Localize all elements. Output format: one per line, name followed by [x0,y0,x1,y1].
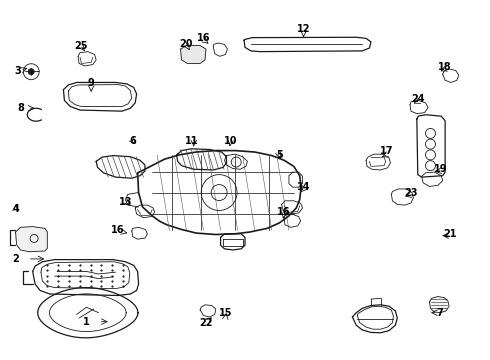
Circle shape [28,69,34,75]
Text: 6: 6 [129,136,136,145]
Text: 17: 17 [380,146,393,156]
Polygon shape [430,297,449,313]
Text: 18: 18 [439,62,452,72]
Text: 21: 21 [443,229,457,239]
Text: 20: 20 [180,39,193,49]
Text: 23: 23 [404,188,417,198]
Text: 1: 1 [83,317,90,327]
Text: 12: 12 [297,24,310,35]
Text: 16: 16 [111,225,125,235]
Text: 15: 15 [219,308,232,318]
Text: 7: 7 [437,308,443,318]
Polygon shape [16,226,48,252]
Text: 13: 13 [119,197,132,207]
Text: 22: 22 [199,319,213,328]
Text: 4: 4 [12,204,19,214]
Text: 16: 16 [197,33,210,43]
Text: 24: 24 [412,94,425,104]
Text: 5: 5 [276,150,283,160]
Text: 25: 25 [75,41,88,50]
Text: 11: 11 [185,136,198,145]
Text: 10: 10 [223,136,237,145]
Polygon shape [181,45,206,63]
Text: 16: 16 [277,207,291,217]
Text: 19: 19 [434,164,447,174]
Text: 8: 8 [17,103,24,113]
Text: 2: 2 [12,254,19,264]
Text: 3: 3 [15,66,22,76]
Text: 14: 14 [297,182,310,192]
Text: 9: 9 [88,78,95,88]
